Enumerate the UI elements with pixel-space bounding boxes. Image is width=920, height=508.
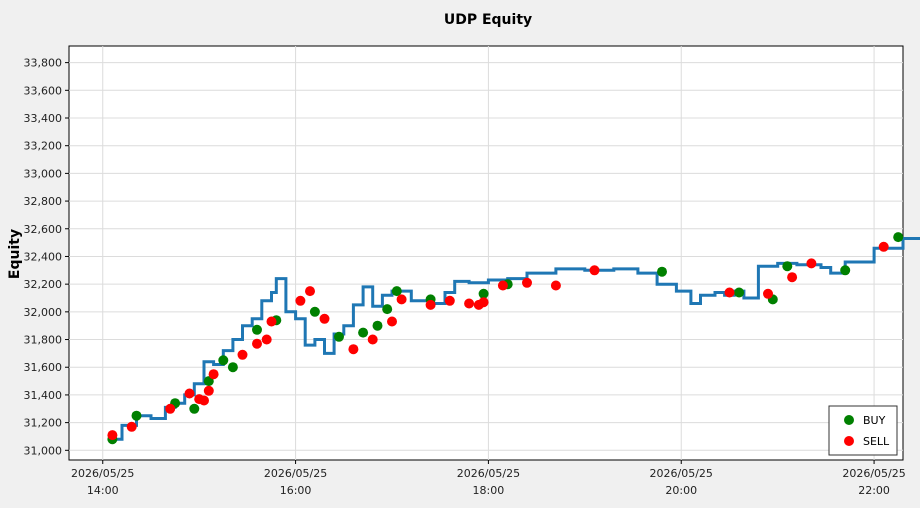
sell-marker <box>478 297 489 308</box>
y-axis-label: Equity <box>7 229 23 279</box>
sell-marker <box>295 295 306 306</box>
y-tick-label: 33,000 <box>24 167 63 180</box>
buy-marker <box>309 306 320 317</box>
sell-marker <box>425 299 436 310</box>
y-tick-label: 33,400 <box>24 112 63 125</box>
sell-marker <box>806 258 817 269</box>
chart-title: UDP Equity <box>444 12 532 28</box>
legend-sell-marker <box>844 436 854 446</box>
buy-marker <box>358 327 369 338</box>
buy-marker <box>478 288 489 299</box>
legend-sell-label: SELL <box>863 435 890 448</box>
buy-marker <box>840 265 851 276</box>
legend: BUY SELL <box>828 405 898 456</box>
trade-markers <box>107 232 904 445</box>
x-tick-date-label: 2026/05/25 <box>264 467 327 480</box>
buy-marker <box>189 403 200 414</box>
buy-marker <box>382 304 393 315</box>
x-tick-time-label: 20:00 <box>665 484 697 497</box>
sell-marker <box>252 338 262 349</box>
buy-marker <box>782 261 793 272</box>
equity-series-line <box>107 237 920 441</box>
x-tick-date-label: 2026/05/25 <box>457 467 520 480</box>
sell-marker <box>208 369 219 380</box>
sell-marker <box>184 388 195 399</box>
x-tick-time-label: 16:00 <box>280 484 312 497</box>
buy-marker <box>218 355 229 366</box>
sell-marker <box>589 265 600 276</box>
sell-marker <box>348 344 359 355</box>
legend-buy-marker <box>844 415 854 425</box>
sell-marker <box>522 277 532 288</box>
axes: 31,000 31,200 31,400 31,600 31,800 32,000 32,2… <box>24 57 906 497</box>
sell-marker <box>261 334 272 345</box>
sell-marker <box>724 287 735 298</box>
sell-marker <box>367 334 378 345</box>
x-tick-date-label: 2026/05/25 <box>842 467 905 480</box>
sell-marker <box>550 280 561 291</box>
y-tick-label: 31,600 <box>24 361 63 374</box>
x-tick-date-label: 2026/05/25 <box>650 467 713 480</box>
sell-marker <box>305 286 315 297</box>
plot-area <box>68 45 904 461</box>
buy-marker <box>372 320 383 331</box>
x-tick-time-label: 18:00 <box>473 484 505 497</box>
x-tick-date-label: 2026/05/25 <box>71 467 134 480</box>
sell-marker <box>387 316 397 327</box>
y-tick-label: 33,600 <box>24 84 63 97</box>
sell-marker <box>464 298 475 309</box>
y-tick-label: 32,800 <box>24 195 63 208</box>
buy-marker <box>131 410 142 421</box>
buy-marker <box>227 362 238 373</box>
sell-marker <box>319 313 330 324</box>
sell-marker <box>878 241 889 252</box>
sell-marker <box>126 421 137 432</box>
sell-marker <box>237 349 248 360</box>
y-tick-label: 33,200 <box>24 140 63 153</box>
sell-marker <box>266 316 277 327</box>
sell-marker <box>787 272 798 283</box>
y-tick-label: 31,400 <box>24 389 63 402</box>
y-tick-label: 32,400 <box>24 250 63 263</box>
buy-marker <box>657 266 667 277</box>
legend-buy-label: BUY <box>863 414 886 427</box>
y-tick-label: 32,000 <box>24 306 63 319</box>
y-tick-label: 33,800 <box>24 57 63 70</box>
sell-marker <box>497 280 508 291</box>
y-tick-label: 31,000 <box>24 444 63 457</box>
sell-marker <box>203 385 214 396</box>
x-tick-time-label: 14:00 <box>87 484 119 497</box>
legend-box <box>828 405 898 456</box>
buy-marker <box>252 324 262 335</box>
equity-line <box>107 237 920 441</box>
sell-marker <box>199 395 209 406</box>
x-tick-time-label: 22:00 <box>858 484 890 497</box>
sell-marker <box>763 288 773 299</box>
gridlines <box>69 46 903 460</box>
sell-marker <box>444 295 455 306</box>
y-tick-label: 31,800 <box>24 334 63 347</box>
y-tick-label: 31,200 <box>24 417 63 430</box>
y-tick-label: 32,200 <box>24 278 63 291</box>
sell-marker <box>396 294 407 305</box>
sell-marker <box>165 403 176 414</box>
buy-marker <box>734 287 745 298</box>
buy-marker <box>334 331 344 342</box>
buy-marker <box>391 286 402 297</box>
buy-marker <box>893 232 904 243</box>
sell-marker <box>107 430 118 441</box>
y-tick-label: 32,600 <box>24 223 63 236</box>
